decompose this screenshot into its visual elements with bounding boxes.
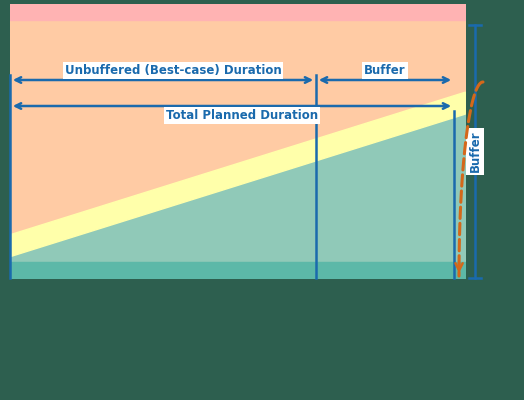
Text: Buffer: Buffer — [468, 131, 482, 172]
Text: Total Planned Duration: Total Planned Duration — [166, 109, 318, 122]
Text: Buffer: Buffer — [364, 64, 406, 77]
Text: Unbuffered (Best-case) Duration: Unbuffered (Best-case) Duration — [64, 64, 281, 77]
